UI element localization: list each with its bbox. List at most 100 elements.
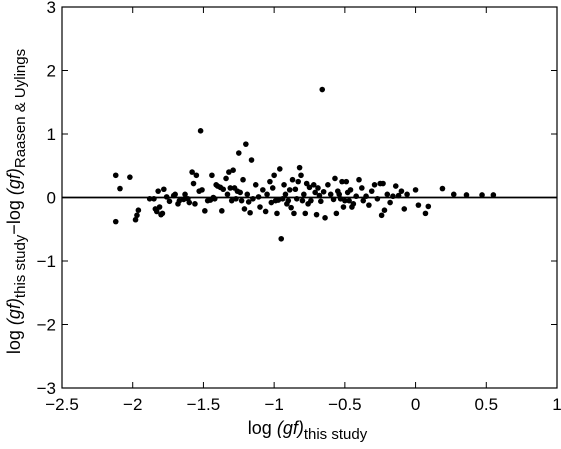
data-point xyxy=(262,208,269,215)
data-point xyxy=(318,198,324,205)
data-point xyxy=(392,183,399,189)
data-point xyxy=(415,202,422,208)
x-tick-label: −1 xyxy=(264,395,283,414)
data-point xyxy=(303,180,310,187)
data-point xyxy=(166,198,173,205)
data-point xyxy=(412,187,419,193)
y-axis-label-subscript-2: Raasen & Uylings xyxy=(12,49,29,168)
x-tick-label: −0.5 xyxy=(328,395,362,414)
data-point xyxy=(245,199,252,205)
data-point xyxy=(127,174,133,180)
data-point xyxy=(172,191,178,198)
y-axis-label-operator: −log xyxy=(4,195,24,235)
data-point xyxy=(333,210,340,217)
data-point xyxy=(224,191,231,198)
y-tick-label: 1 xyxy=(47,125,56,144)
data-point xyxy=(422,210,429,217)
y-tick-label: −3 xyxy=(37,379,56,398)
data-point xyxy=(298,172,304,179)
data-point xyxy=(219,208,225,214)
data-point xyxy=(159,210,166,217)
data-point xyxy=(299,197,306,204)
data-point xyxy=(301,191,307,198)
data-point xyxy=(182,191,188,198)
data-point xyxy=(308,197,314,204)
data-point xyxy=(439,185,446,192)
data-point xyxy=(356,176,362,183)
data-point xyxy=(281,182,287,188)
data-point xyxy=(269,185,276,191)
data-point xyxy=(490,192,497,198)
data-point xyxy=(134,212,140,219)
data-point xyxy=(387,199,393,206)
data-point xyxy=(190,180,197,187)
y-axis-label-prefix: log xyxy=(4,325,24,354)
data-point xyxy=(332,175,338,182)
data-point xyxy=(289,176,296,183)
data-point xyxy=(479,192,485,198)
data-point xyxy=(267,178,273,185)
data-point xyxy=(176,197,183,204)
data-point xyxy=(343,178,350,185)
data-point xyxy=(117,185,123,192)
data-point xyxy=(312,189,318,196)
x-tick-label: −2.5 xyxy=(45,395,79,414)
y-tick-label: −1 xyxy=(37,252,56,271)
data-point xyxy=(306,184,313,191)
data-point xyxy=(271,172,277,179)
data-point xyxy=(359,185,365,191)
data-point xyxy=(243,141,249,147)
data-point xyxy=(315,185,321,191)
data-point xyxy=(112,172,119,179)
data-point xyxy=(153,208,160,215)
x-tick-label: −1.5 xyxy=(187,395,221,414)
data-point xyxy=(310,182,317,188)
data-point xyxy=(209,172,215,179)
y-tick-label: 2 xyxy=(47,62,56,81)
data-point xyxy=(248,157,255,163)
data-point xyxy=(186,199,193,206)
data-point xyxy=(241,206,248,212)
data-point xyxy=(463,192,470,198)
data-point xyxy=(223,175,229,182)
y-axis-label-quantity-2: (gf) xyxy=(4,168,24,195)
data-point xyxy=(230,167,236,173)
data-point xyxy=(401,206,408,212)
data-point xyxy=(320,188,327,195)
data-point xyxy=(257,204,263,210)
data-point xyxy=(240,176,246,183)
x-tick-label: 0.5 xyxy=(474,395,498,414)
data-point xyxy=(425,203,432,210)
data-point xyxy=(302,210,309,217)
data-point xyxy=(404,191,410,198)
y-tick-label: −2 xyxy=(37,316,56,335)
data-point xyxy=(244,191,251,198)
y-tick-label: 3 xyxy=(47,0,56,17)
data-point xyxy=(192,201,198,207)
data-point xyxy=(237,189,243,196)
data-point xyxy=(252,182,259,188)
data-point xyxy=(238,197,245,204)
data-point xyxy=(161,186,167,193)
points-layer xyxy=(112,86,497,242)
data-point xyxy=(295,178,301,185)
data-point xyxy=(291,210,297,217)
x-tick-label: 0 xyxy=(411,395,420,414)
data-point xyxy=(274,210,280,217)
data-point xyxy=(275,197,282,203)
data-point xyxy=(322,215,328,221)
data-point xyxy=(156,204,163,210)
data-point xyxy=(286,187,293,193)
y-axis-label-subscript: this study xyxy=(12,234,29,298)
y-axis-label-quantity: (gf) xyxy=(4,298,24,325)
data-point xyxy=(112,218,119,225)
x-axis-label-prefix: log xyxy=(248,418,277,438)
x-tick-label: 1 xyxy=(552,395,561,414)
ticks-layer: −2.5 −2 −1.5 −1 −0.5 0 0.5 1 −3 −2 −1 0 1 2 3 xyxy=(37,0,561,414)
data-point xyxy=(339,178,345,185)
data-point xyxy=(325,182,331,188)
x-tick-label: −2 xyxy=(123,395,142,414)
data-point xyxy=(220,186,227,193)
